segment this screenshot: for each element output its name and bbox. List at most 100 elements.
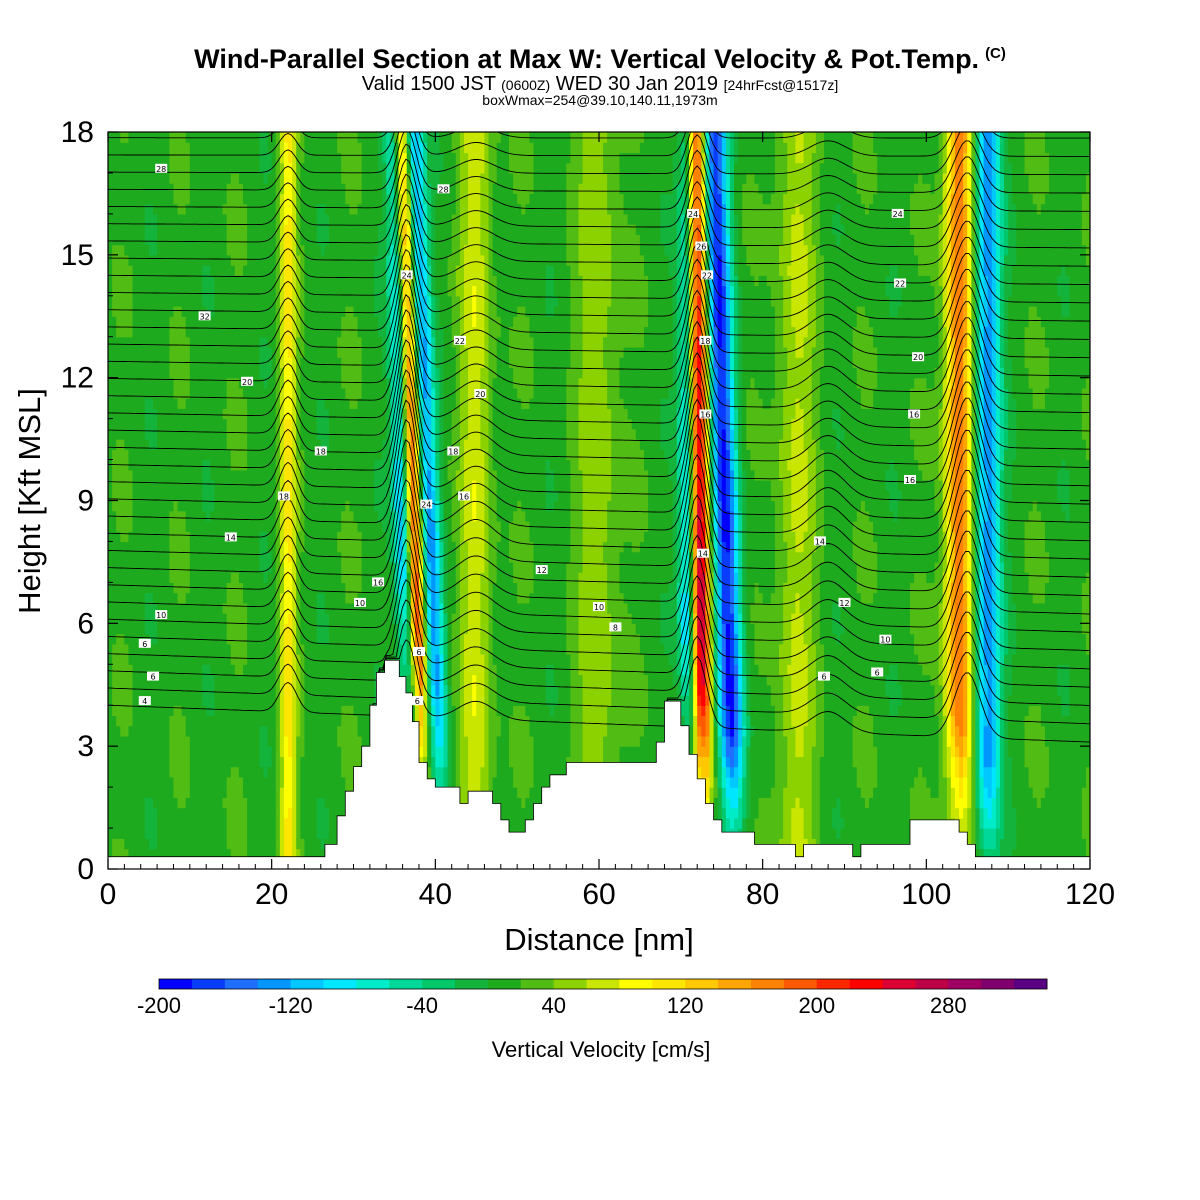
field-cell bbox=[378, 490, 383, 502]
field-cell bbox=[120, 623, 125, 635]
field-cell bbox=[108, 439, 113, 450]
field-cell bbox=[349, 490, 355, 502]
field-cell bbox=[255, 346, 260, 358]
field-cell bbox=[202, 531, 207, 543]
field-cell bbox=[210, 213, 215, 225]
field-cell bbox=[251, 551, 256, 563]
field-cell bbox=[349, 449, 355, 461]
field-cell bbox=[193, 490, 199, 502]
field-cell bbox=[116, 705, 121, 717]
field-cell bbox=[222, 480, 228, 491]
field-cell bbox=[251, 776, 256, 788]
field-cell bbox=[324, 797, 330, 809]
field-cell bbox=[210, 694, 215, 706]
field-cell bbox=[373, 234, 379, 246]
field-cell bbox=[267, 203, 273, 215]
field-cell bbox=[234, 510, 240, 522]
field-cell bbox=[193, 520, 199, 532]
field-cell bbox=[345, 613, 351, 624]
field-cell bbox=[136, 817, 142, 829]
field-cell bbox=[116, 428, 121, 440]
field-cell bbox=[271, 572, 277, 583]
field-cell bbox=[153, 398, 158, 409]
field-cell bbox=[206, 510, 211, 522]
field-cell bbox=[345, 490, 351, 502]
field-cell bbox=[210, 746, 215, 758]
field-cell bbox=[108, 398, 113, 409]
field-cell bbox=[267, 377, 273, 389]
field-cell bbox=[365, 224, 371, 235]
field-cell bbox=[132, 326, 138, 338]
field-cell bbox=[165, 674, 170, 686]
field-cell bbox=[283, 254, 289, 266]
field-cell bbox=[353, 705, 359, 717]
field-cell bbox=[218, 439, 224, 450]
field-cell bbox=[148, 377, 154, 389]
field-cell bbox=[136, 735, 142, 747]
field-cell bbox=[206, 633, 211, 645]
field-cell bbox=[251, 807, 256, 819]
field-cell bbox=[169, 480, 175, 491]
field-cell bbox=[341, 459, 346, 471]
field-cell bbox=[140, 357, 146, 369]
field-cell bbox=[165, 787, 170, 798]
field-cell bbox=[185, 602, 191, 614]
field-cell bbox=[238, 520, 244, 532]
field-cell bbox=[300, 602, 305, 614]
field-cell bbox=[238, 633, 244, 645]
field-cell bbox=[369, 367, 375, 379]
field-cell bbox=[320, 766, 326, 778]
field-cell bbox=[328, 756, 334, 768]
field-cell bbox=[304, 643, 310, 655]
field-cell bbox=[267, 828, 273, 839]
field-cell bbox=[283, 838, 289, 850]
field-cell bbox=[316, 551, 322, 563]
field-cell bbox=[206, 787, 211, 798]
field-cell bbox=[136, 715, 142, 727]
field-cell bbox=[120, 715, 125, 727]
field-cell bbox=[116, 715, 121, 727]
field-cell bbox=[198, 408, 203, 420]
field-cell bbox=[349, 213, 355, 225]
field-cell bbox=[300, 807, 305, 819]
field-cell bbox=[243, 203, 248, 215]
field-cell bbox=[144, 684, 150, 696]
field-cell bbox=[271, 203, 277, 215]
field-cell bbox=[218, 183, 224, 195]
field-cell bbox=[157, 674, 162, 686]
field-cell bbox=[234, 725, 240, 737]
field-cell bbox=[112, 531, 117, 543]
field-cell bbox=[128, 531, 134, 543]
field-cell bbox=[136, 654, 142, 665]
field-cell bbox=[255, 551, 260, 563]
field-cell bbox=[148, 398, 154, 409]
field-cell bbox=[267, 613, 273, 624]
field-cell bbox=[112, 613, 117, 624]
field-cell bbox=[169, 295, 175, 307]
field-cell bbox=[222, 756, 228, 768]
field-cell bbox=[312, 572, 318, 583]
field-cell bbox=[369, 152, 375, 164]
field-cell bbox=[120, 776, 125, 788]
field-cell bbox=[185, 224, 191, 235]
field-cell bbox=[304, 715, 310, 727]
field-cell bbox=[296, 459, 301, 471]
field-cell bbox=[148, 357, 154, 369]
field-cell bbox=[373, 152, 379, 164]
field-cell bbox=[320, 735, 326, 747]
field-cell bbox=[283, 480, 289, 491]
field-cell bbox=[255, 326, 260, 338]
field-cell bbox=[288, 152, 293, 164]
field-cell bbox=[181, 162, 187, 174]
field-cell bbox=[169, 469, 175, 481]
field-cell bbox=[165, 848, 170, 860]
field-cell bbox=[153, 449, 158, 461]
field-cell bbox=[157, 377, 162, 389]
field-cell bbox=[283, 664, 289, 676]
field-cell bbox=[333, 602, 338, 614]
field-cell bbox=[222, 408, 228, 420]
field-cell bbox=[357, 664, 363, 676]
field-cell bbox=[202, 316, 207, 328]
field-cell bbox=[185, 674, 191, 686]
field-cell bbox=[136, 684, 142, 696]
